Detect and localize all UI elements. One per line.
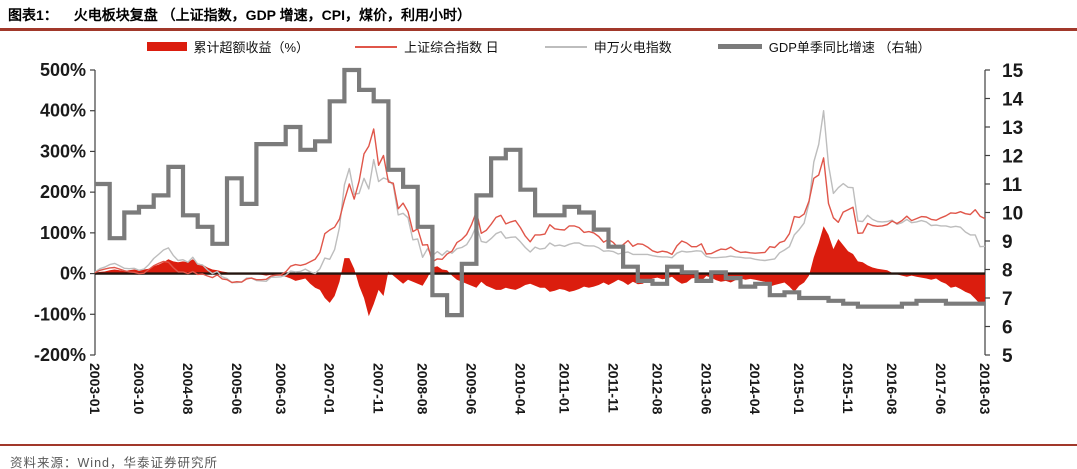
x-tick-label: 2006-03 xyxy=(273,363,289,415)
area-swatch-icon xyxy=(146,42,187,51)
x-tick-label: 2008-08 xyxy=(415,363,431,415)
legend-label: 申万火电指数 xyxy=(593,40,672,55)
right-tick-label: 10 xyxy=(1002,204,1023,225)
left-tick-label: 100% xyxy=(40,223,86,243)
x-tick-label: 2017-06 xyxy=(933,363,949,415)
line-swatch-icon xyxy=(544,45,587,48)
right-tick-label: 13 xyxy=(1002,118,1023,139)
left-tick-label: 300% xyxy=(40,141,86,161)
left-tick-label: -100% xyxy=(34,304,86,324)
x-tick-label: 2018-03 xyxy=(977,363,993,415)
figure-number-label: 图表1： xyxy=(8,7,58,23)
left-tick-label: -200% xyxy=(34,345,86,365)
x-tick-label: 2011-11 xyxy=(605,363,621,413)
right-tick-label: 7 xyxy=(1002,289,1013,310)
right-tick-label: 8 xyxy=(1002,261,1013,282)
gdp-step-series xyxy=(95,67,985,318)
x-tick-label: 2016-08 xyxy=(884,363,900,415)
x-tick-label: 2003-10 xyxy=(131,363,147,415)
x-tick-label: 2012-08 xyxy=(649,363,665,415)
legend-label: 累计超额收益（%） xyxy=(193,40,310,55)
x-tick-label: 2013-06 xyxy=(698,363,714,415)
x-tick-label: 2007-11 xyxy=(371,363,387,414)
x-tick-label: 2007-01 xyxy=(322,363,338,415)
x-tick-label: 2003-01 xyxy=(87,363,103,415)
line-swatch-icon xyxy=(355,45,398,48)
legend-item-excess-return: 累计超额收益（%） xyxy=(146,37,310,56)
right-tick-label: 15 xyxy=(1002,61,1024,82)
right-tick-label: 14 xyxy=(1002,90,1024,111)
sse-line-series xyxy=(94,128,986,284)
left-tick-label: 200% xyxy=(40,182,86,202)
left-tick-label: 400% xyxy=(40,101,86,121)
right-tick-label: 12 xyxy=(1002,147,1023,168)
x-tick-label: 2004-08 xyxy=(180,363,196,415)
left-tick-label: 0% xyxy=(60,264,86,284)
figure-title: 火电板块复盘 （上证指数，GDP 增速，CPI，煤价，利用小时） xyxy=(73,7,471,23)
legend-label: GDP单季同比增速 （右轴） xyxy=(768,40,931,55)
right-tick-label: 6 xyxy=(1002,318,1013,339)
x-tick-label: 2005-06 xyxy=(229,363,245,415)
right-tick-label: 5 xyxy=(1002,346,1013,367)
x-tick-label: 2015-01 xyxy=(791,363,807,415)
x-tick-label: 2009-06 xyxy=(464,363,480,415)
x-tick-label: 2015-11 xyxy=(840,363,856,414)
source-text: 资料来源：Wind，华泰证券研究所 xyxy=(10,456,218,469)
figure-title-row: 图表1： 火电板块复盘 （上证指数，GDP 增速，CPI，煤价，利用小时） xyxy=(0,0,1077,28)
legend-item-sse-index: 上证综合指数 日 xyxy=(355,37,499,56)
source-divider xyxy=(0,444,1077,446)
legend-label: 上证综合指数 日 xyxy=(404,40,499,55)
title-underline xyxy=(0,28,1077,31)
right-tick-label: 11 xyxy=(1002,175,1023,196)
thick-line-swatch-icon xyxy=(717,44,762,49)
x-tick-label: 2010-04 xyxy=(512,363,528,415)
legend-item-thermal-index: 申万火电指数 xyxy=(544,37,672,56)
right-tick-label: 9 xyxy=(1002,232,1013,253)
x-tick-label: 2011-01 xyxy=(557,363,573,414)
chart-legend: 累计超额收益（%） 上证综合指数 日 申万火电指数 GDP单季同比增速 （右轴） xyxy=(0,33,1077,60)
x-tick-label: 2014-04 xyxy=(747,363,763,415)
chart-plot: 500% 400% 300% 200% 100% 0% -100% -200% 15 14 13 12… xyxy=(34,60,1024,415)
left-tick-label: 500% xyxy=(40,60,86,80)
legend-item-gdp-growth: GDP单季同比增速 （右轴） xyxy=(717,37,931,56)
